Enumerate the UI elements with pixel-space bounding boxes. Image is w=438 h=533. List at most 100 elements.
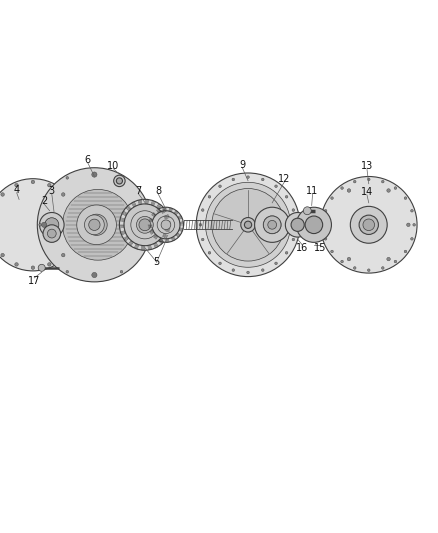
Circle shape bbox=[198, 223, 201, 226]
Circle shape bbox=[47, 183, 51, 187]
Circle shape bbox=[66, 176, 68, 179]
Circle shape bbox=[386, 189, 389, 192]
Text: 12: 12 bbox=[278, 174, 290, 184]
Circle shape bbox=[124, 204, 166, 246]
Circle shape bbox=[254, 207, 289, 243]
Circle shape bbox=[367, 178, 369, 181]
Text: 3: 3 bbox=[49, 186, 55, 196]
Circle shape bbox=[1, 193, 4, 196]
Circle shape bbox=[88, 219, 100, 230]
Circle shape bbox=[393, 260, 396, 263]
Text: 17: 17 bbox=[28, 276, 40, 286]
Circle shape bbox=[47, 263, 51, 266]
Circle shape bbox=[231, 178, 234, 181]
Circle shape bbox=[139, 219, 150, 231]
Circle shape bbox=[285, 252, 287, 254]
Circle shape bbox=[0, 179, 79, 271]
Circle shape bbox=[304, 216, 322, 233]
Circle shape bbox=[353, 180, 355, 183]
Circle shape bbox=[116, 178, 122, 184]
Text: 8: 8 bbox=[155, 185, 161, 196]
Circle shape bbox=[261, 178, 264, 181]
Circle shape bbox=[290, 218, 304, 231]
Circle shape bbox=[353, 266, 355, 269]
Circle shape bbox=[38, 264, 45, 271]
Circle shape bbox=[62, 189, 133, 260]
Circle shape bbox=[157, 216, 174, 233]
Circle shape bbox=[1, 253, 4, 257]
Circle shape bbox=[141, 222, 147, 228]
Circle shape bbox=[208, 252, 210, 254]
Circle shape bbox=[324, 209, 326, 212]
Circle shape bbox=[246, 271, 249, 274]
Circle shape bbox=[296, 207, 331, 243]
Circle shape bbox=[71, 239, 74, 243]
Circle shape bbox=[45, 218, 59, 232]
Text: 4: 4 bbox=[14, 184, 20, 195]
Circle shape bbox=[161, 220, 170, 230]
Circle shape bbox=[320, 176, 416, 273]
Circle shape bbox=[294, 223, 297, 226]
Circle shape bbox=[261, 269, 264, 271]
Circle shape bbox=[246, 176, 249, 179]
Circle shape bbox=[412, 223, 414, 226]
Circle shape bbox=[74, 223, 78, 227]
Circle shape bbox=[386, 257, 389, 261]
Circle shape bbox=[92, 172, 97, 177]
Circle shape bbox=[92, 272, 97, 278]
Circle shape bbox=[410, 238, 412, 240]
Circle shape bbox=[61, 193, 65, 196]
Text: 5: 5 bbox=[153, 257, 159, 267]
Circle shape bbox=[330, 197, 332, 199]
Text: 2: 2 bbox=[41, 196, 47, 206]
Circle shape bbox=[211, 189, 284, 261]
Circle shape bbox=[350, 206, 386, 243]
Circle shape bbox=[120, 270, 123, 273]
Circle shape bbox=[231, 269, 234, 271]
Circle shape bbox=[208, 196, 210, 198]
Circle shape bbox=[37, 168, 151, 282]
Circle shape bbox=[327, 223, 330, 227]
Circle shape bbox=[291, 209, 294, 212]
Circle shape bbox=[77, 205, 116, 245]
Circle shape bbox=[321, 223, 324, 226]
Circle shape bbox=[86, 214, 107, 236]
Circle shape bbox=[31, 266, 35, 269]
Circle shape bbox=[66, 270, 68, 273]
Circle shape bbox=[244, 221, 251, 229]
Circle shape bbox=[201, 209, 204, 212]
Text: 15: 15 bbox=[314, 243, 326, 253]
Circle shape bbox=[263, 216, 280, 233]
Circle shape bbox=[218, 185, 221, 188]
Text: 13: 13 bbox=[360, 161, 372, 172]
Circle shape bbox=[274, 262, 277, 265]
Circle shape bbox=[263, 216, 280, 233]
Circle shape bbox=[403, 250, 406, 253]
Circle shape bbox=[240, 217, 255, 232]
Circle shape bbox=[31, 180, 35, 184]
Circle shape bbox=[340, 187, 343, 189]
Circle shape bbox=[218, 262, 221, 265]
Circle shape bbox=[196, 173, 299, 277]
Circle shape bbox=[406, 223, 409, 227]
Circle shape bbox=[340, 260, 343, 263]
Circle shape bbox=[205, 182, 290, 267]
Circle shape bbox=[152, 211, 180, 239]
Circle shape bbox=[324, 238, 326, 240]
Circle shape bbox=[47, 229, 56, 238]
Circle shape bbox=[346, 189, 350, 192]
Circle shape bbox=[15, 183, 18, 187]
Circle shape bbox=[84, 215, 104, 235]
Circle shape bbox=[120, 176, 123, 179]
Circle shape bbox=[303, 207, 311, 215]
Circle shape bbox=[274, 185, 277, 188]
Circle shape bbox=[381, 180, 383, 183]
Circle shape bbox=[381, 266, 383, 269]
Circle shape bbox=[113, 175, 125, 187]
Circle shape bbox=[43, 225, 60, 243]
Circle shape bbox=[393, 187, 396, 189]
Circle shape bbox=[201, 238, 204, 241]
Circle shape bbox=[39, 213, 64, 237]
Circle shape bbox=[291, 238, 294, 241]
Circle shape bbox=[148, 207, 183, 243]
